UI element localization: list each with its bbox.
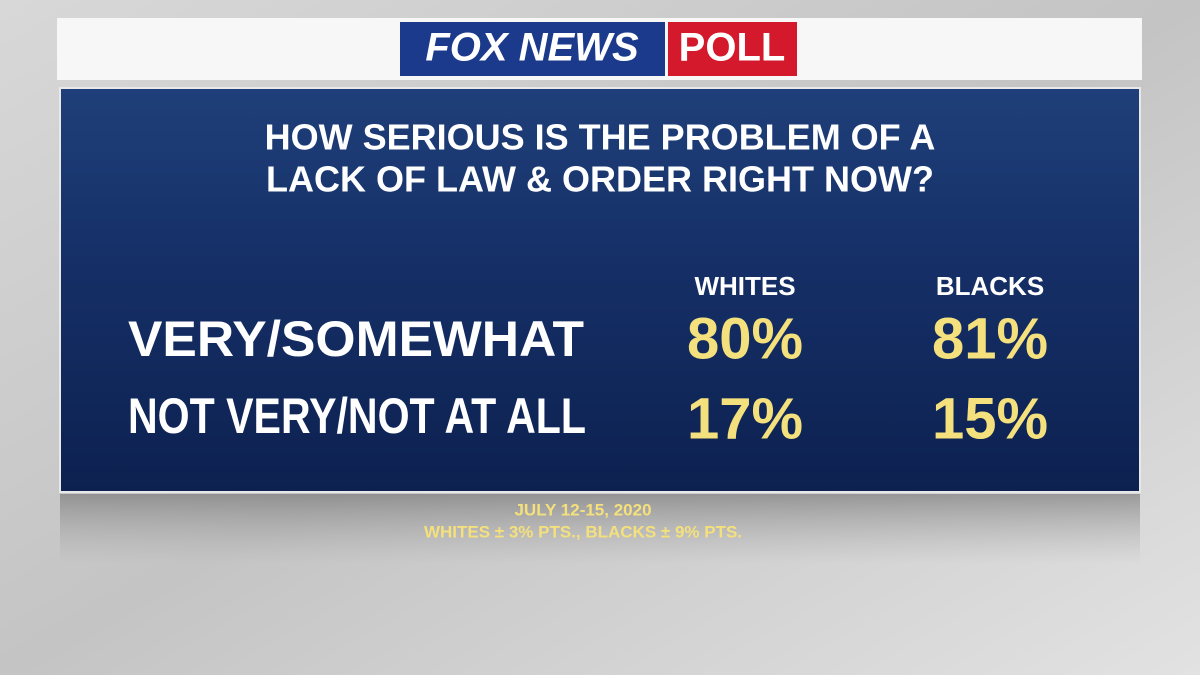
row-label: VERY/SOMEWHAT — [128, 311, 584, 367]
column-header: WHITES — [694, 271, 795, 301]
tag-box — [668, 22, 797, 76]
brand: FOX NEWS — [425, 26, 639, 70]
cell-value: 17% — [687, 386, 803, 451]
panel — [59, 87, 1141, 493]
column-header: BLACKS — [936, 271, 1044, 301]
cell-value: 80% — [687, 306, 803, 371]
panel-shadow — [60, 494, 1140, 564]
question-line: HOW SERIOUS IS THE PROBLEM OF A — [265, 117, 936, 158]
cell-value: 81% — [932, 306, 1048, 371]
question-line: LACK OF LAW & ORDER RIGHT NOW? — [266, 159, 934, 200]
footer-line: JULY 12-15, 2020 — [514, 500, 651, 519]
tag: POLL — [679, 26, 786, 70]
brand-box — [400, 22, 665, 76]
cell-value: 15% — [932, 386, 1048, 451]
footer-line: WHITES ± 3% PTS., BLACKS ± 9% PTS. — [424, 522, 742, 541]
row-label: NOT VERY/NOT AT ALL — [128, 388, 586, 444]
